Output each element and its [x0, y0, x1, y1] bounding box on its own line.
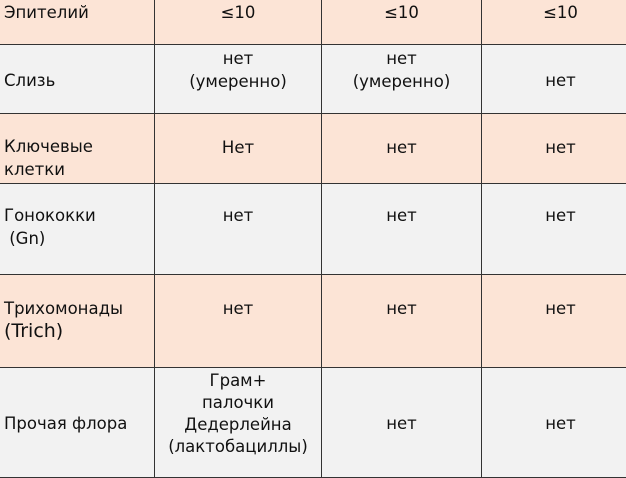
cell: нет (умеренно): [322, 45, 482, 114]
row-label: Трихомонады(Trich): [0, 275, 155, 368]
row-label: Прочая флора: [0, 368, 155, 478]
row-label: Эпителий: [0, 0, 155, 45]
cell: Нет: [155, 114, 322, 184]
cell: нет: [322, 184, 482, 275]
cell: ≤10: [322, 0, 482, 45]
cell: нет: [155, 275, 322, 368]
table-row-mucus: Слизь нет (умеренно) нет (умеренно) нет: [0, 45, 626, 114]
cell: ≤10: [482, 0, 626, 45]
row-label: Слизь: [0, 45, 155, 114]
table-row-trichomonas: Трихомонады(Trich) нет нет нет: [0, 275, 626, 368]
table-row-epithelium: Эпителий ≤10 ≤10 ≤10: [0, 0, 626, 45]
cell: нет: [482, 114, 626, 184]
cell: нет: [482, 368, 626, 478]
cell: Грам+ палочки Дедерлейна (лактобациллы): [155, 368, 322, 478]
row-label: Гонококки (Gn): [0, 184, 155, 275]
cell: нет: [322, 275, 482, 368]
cell: нет: [322, 368, 482, 478]
table-row-gonococci: Гонококки (Gn) нет нет нет: [0, 184, 626, 275]
row-label-abbr: (Trich): [4, 320, 150, 343]
cell: нет: [482, 275, 626, 368]
cell: ≤10: [155, 0, 322, 45]
cell: нет: [482, 45, 626, 114]
cell: нет: [155, 184, 322, 275]
cell: нет: [482, 184, 626, 275]
row-label-name: Трихомонады: [4, 297, 150, 320]
table-row-other-flora: Прочая флора Грам+ палочки Дедерлейна (л…: [0, 368, 626, 478]
cell: нет: [322, 114, 482, 184]
table-row-clue-cells: Ключевые клетки Нет нет нет: [0, 114, 626, 184]
cell: нет (умеренно): [155, 45, 322, 114]
row-label: Ключевые клетки: [0, 114, 155, 184]
